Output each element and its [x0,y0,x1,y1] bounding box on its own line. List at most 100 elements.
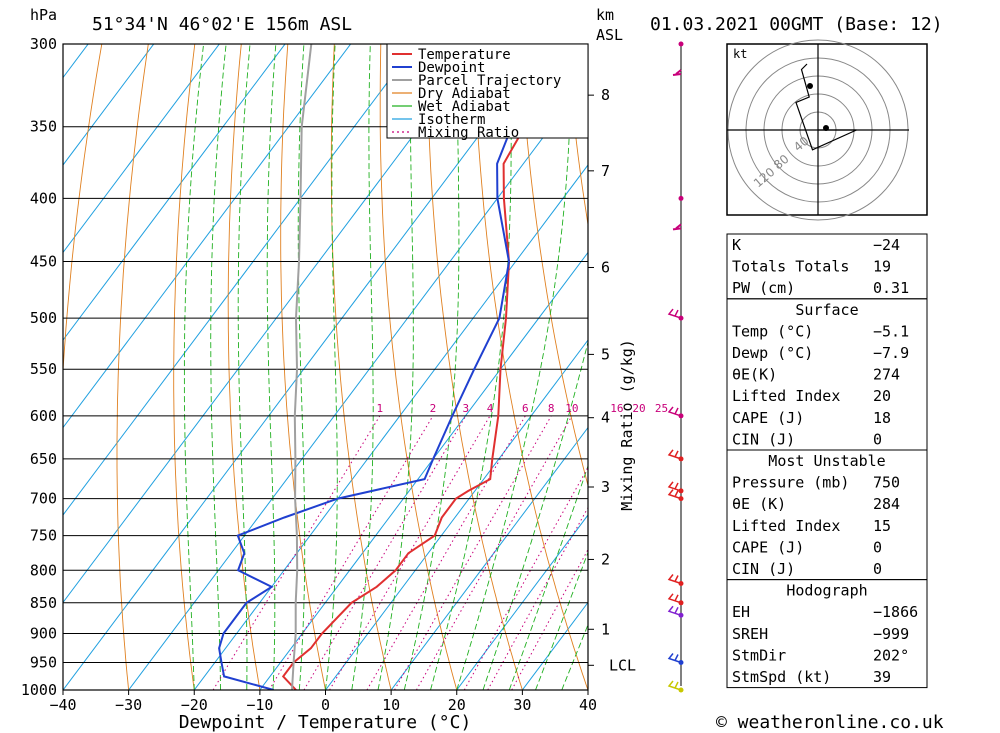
mixing-ratio-label: 3 [462,402,469,415]
table-row-value: −999 [873,625,909,643]
table-row-label: θE(K) [732,366,777,384]
x-tick-label: −20 [181,696,208,714]
mixing-ratio-label: 10 [565,402,578,415]
wind-barb [672,69,682,76]
table-section-title: Most Unstable [768,452,885,470]
wind-barb [667,680,682,691]
table-row-value: 0 [873,538,882,556]
x-tick-label: −30 [115,696,142,714]
table-row-value: 20 [873,387,891,405]
dry-adiabat-line [280,44,326,690]
table-row-value: −24 [873,236,900,254]
mixing-ratio-label: 16 [610,402,623,415]
mixing-ratio-label: 8 [548,402,555,415]
table-row-label: Dewp (°C) [732,344,813,362]
pressure-tick-label: 600 [30,407,57,425]
x-tick-label: 0 [321,696,330,714]
table-row-value: 0 [873,560,882,578]
height-tick-label: 6 [601,259,610,277]
x-tick-label: 40 [579,696,597,714]
pressure-tick-label: 300 [30,35,57,53]
height-tick-label: 5 [601,345,610,363]
parcel-trajectory-line [291,44,313,690]
dewpoint-line [218,44,568,690]
table-row-label: θE (K) [732,495,786,513]
mixing-ratio-label: 4 [487,402,494,415]
wind-barb [667,489,682,500]
km-unit-label: km [596,6,614,24]
wind-level-marker [678,195,684,201]
wet-adiabat-line [183,44,205,690]
pressure-tick-label: 550 [30,360,57,378]
table-row-value: −1866 [873,603,918,621]
wet-adiabat-line [237,44,251,690]
mixing-ratio-line [511,548,588,690]
height-tick-label: 7 [601,162,610,180]
pressure-tick-label: 650 [30,450,57,468]
isotherm-line [63,44,89,79]
hodograph-unit: kt [733,47,747,61]
table-row-label: CAPE (J) [732,538,804,556]
wind-barb [667,449,682,460]
wind-barb [667,593,682,604]
dry-adiabat-line [63,44,103,690]
table-row-value: 0 [873,430,882,448]
mixing-ratio-label: 25 [655,402,668,415]
x-tick-label: 30 [513,696,531,714]
isotherm-line [259,251,588,690]
wind-barb [667,653,682,664]
mixing-ratio-axis-label: Mixing Ratio (g/kg) [618,339,636,511]
height-tick-label: 3 [601,478,610,496]
x-tick-label: 20 [448,696,466,714]
wind-barb [667,481,682,492]
table-row-value: 15 [873,517,891,535]
wet-adiabat-line [508,464,588,690]
mixing-ratio-label: 6 [522,402,529,415]
table-row-label: StmSpd (kt) [732,668,831,686]
table-row-label: Lifted Index [732,387,840,405]
height-tick-label: 1 [601,620,610,638]
table-row-label: EH [732,603,750,621]
pressure-tick-label: 950 [30,654,57,672]
table-section-title: Surface [795,301,858,319]
wet-adiabat-line [210,44,227,690]
table-row-label: SREH [732,625,768,643]
pressure-tick-label: 900 [30,625,57,643]
wet-adiabat-line [351,44,374,690]
pressure-tick-label: 400 [30,189,57,207]
isotherm-line [390,426,588,690]
table-row-label: PW (cm) [732,279,795,297]
hodograph-storm-marker [823,125,829,131]
pressure-tick-label: 450 [30,253,57,271]
mixing-ratio-line [415,415,573,690]
table-row-label: Totals Totals [732,258,849,276]
table-row-value: 202° [873,646,909,664]
table-row-label: Pressure (mb) [732,474,849,492]
legend-dewpoint: Dewpoint [418,60,485,76]
table-row-label: K [732,236,741,254]
hodograph-trace [795,63,857,151]
mixing-ratio-line [268,415,434,690]
x-axis-label: Dewpoint / Temperature (°C) [179,712,472,733]
isotherm-line [63,44,155,166]
table-row-value: −5.1 [873,322,909,340]
wind-barb [667,308,682,319]
height-tick-label: 2 [601,550,610,568]
table-section-title: Hodograph [786,582,867,600]
table-row-label: StmDir [732,646,786,664]
pressure-tick-label: 350 [30,118,57,136]
x-tick-label: −10 [246,696,273,714]
isotherm-line [63,44,417,516]
mixing-ratio-label: 2 [430,402,437,415]
table-section-box [726,579,928,689]
mixing-ratio-line [303,415,467,690]
pressure-tick-label: 1000 [21,681,57,699]
table-row-value: 18 [873,409,891,427]
height-tick-label: 8 [601,86,610,104]
height-tick-label: LCL [609,656,636,674]
legend-wet-adiabat: Wet Adiabat [418,99,511,115]
table-row-value: −7.9 [873,344,909,362]
legend-isotherm: Isotherm [418,112,485,128]
table-row-label: CIN (J) [732,560,795,578]
